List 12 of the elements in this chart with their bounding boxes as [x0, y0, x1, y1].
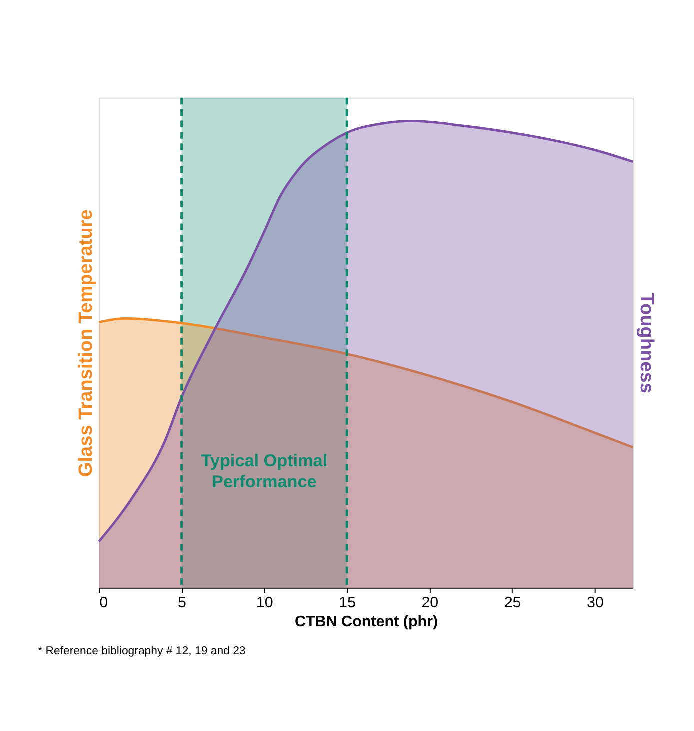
text: * Reference bibliography # 12, 19 and 23: [38, 646, 246, 658]
x-axis-title: CTBN Content (phr): [294, 614, 438, 631]
y2-axis-title: Toughness: [636, 293, 658, 394]
x-tick-label: 30: [586, 594, 604, 612]
x-tick-label: 15: [339, 594, 356, 612]
band-label: Typical Optimal Performance: [201, 450, 328, 492]
x-tick-label: 0: [100, 594, 108, 612]
x-tick-label: 25: [504, 594, 522, 612]
x-tick-label: 20: [422, 594, 439, 612]
x-tick-label: 5: [178, 594, 186, 612]
x-tick-label: 10: [256, 594, 274, 612]
y-axis-title: Glass Transition Temperature: [76, 210, 97, 478]
